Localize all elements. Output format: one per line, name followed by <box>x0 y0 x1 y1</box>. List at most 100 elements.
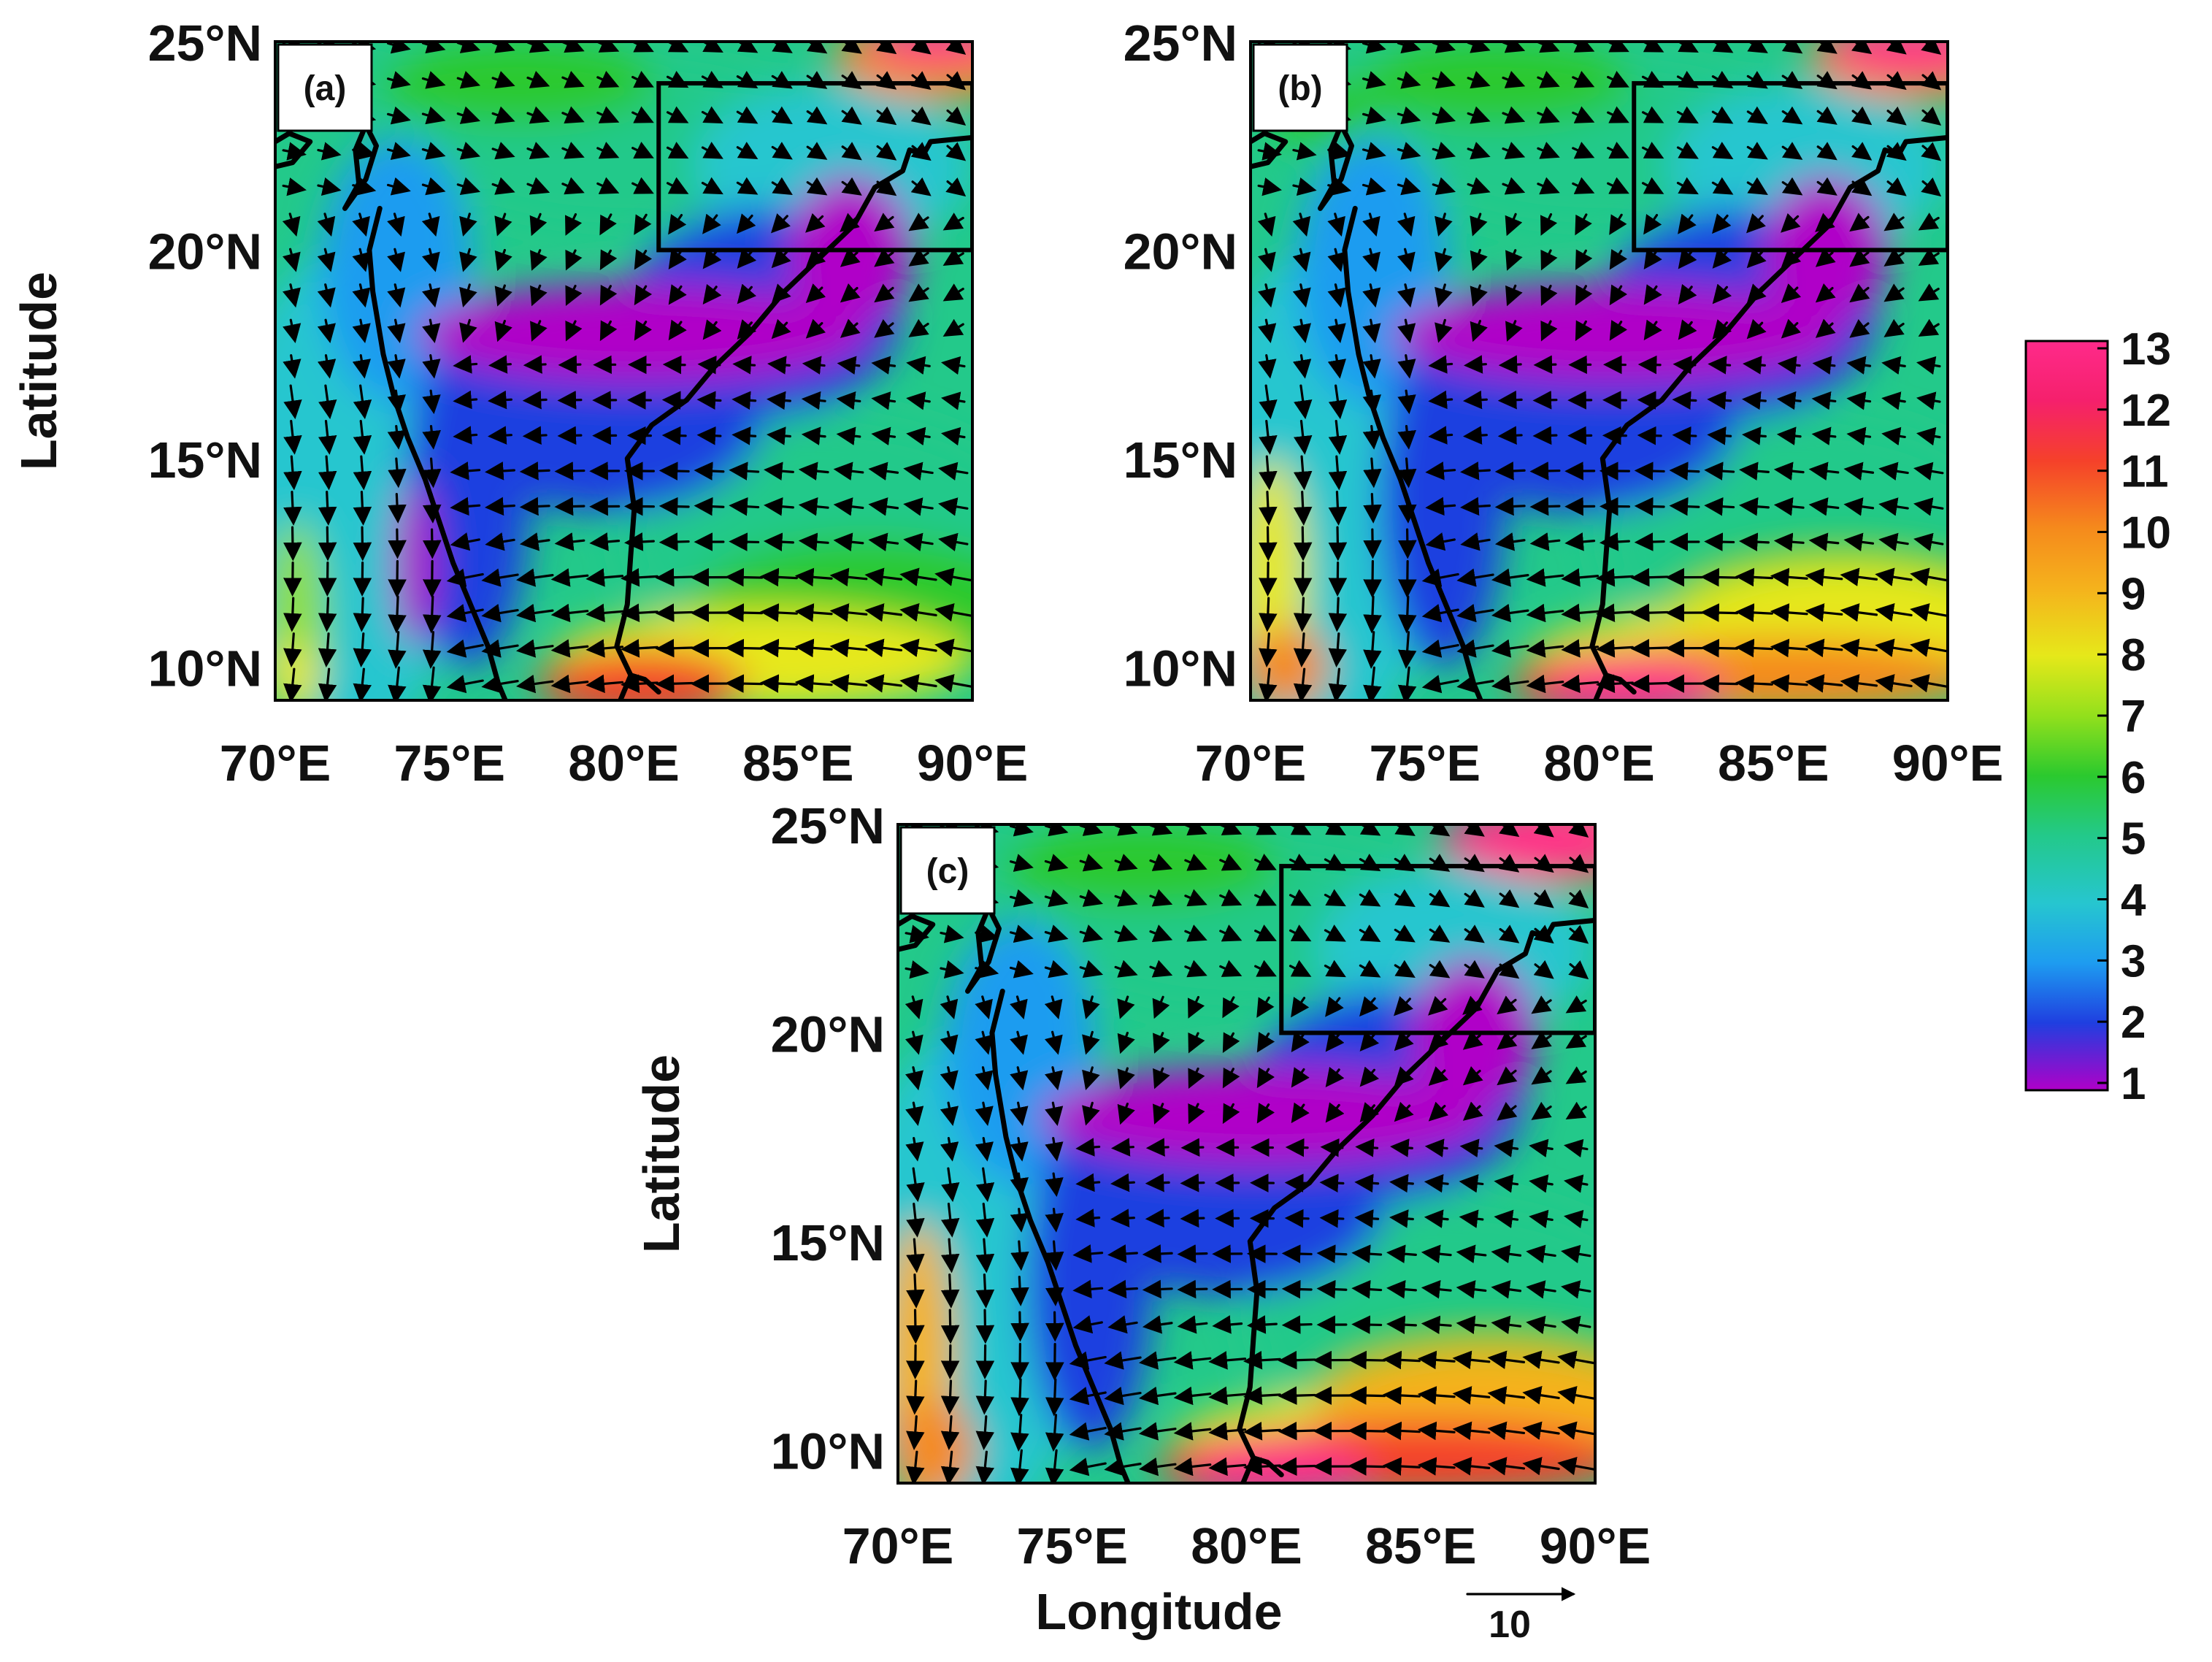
coastline <box>1593 673 1637 700</box>
wind-vector <box>1325 1102 1345 1123</box>
wind-vector <box>1219 854 1243 871</box>
wind-vector <box>283 420 302 455</box>
colorbar-tick-label: 3 <box>2121 936 2146 987</box>
wind-vector <box>1045 1378 1064 1417</box>
wind-vector <box>1812 356 1836 375</box>
wind-vector <box>1010 1066 1029 1091</box>
wind-vector <box>876 142 897 161</box>
wind-vector <box>1735 567 1773 587</box>
wind-vector <box>519 462 550 480</box>
wind-vector <box>1259 455 1278 491</box>
wind-vector <box>1289 960 1312 977</box>
panel-frame <box>896 823 1597 1485</box>
wind-vector <box>1327 283 1346 308</box>
wind-vector <box>1643 284 1662 305</box>
wind-vector <box>829 603 868 622</box>
wind-vector <box>1816 106 1837 125</box>
wind-vector <box>1010 1311 1029 1342</box>
wind-vector <box>1292 248 1311 272</box>
wind-vector <box>940 1203 960 1238</box>
wind-vector <box>1452 1421 1491 1441</box>
wind-vector <box>729 532 760 551</box>
wind-vector <box>1575 213 1592 236</box>
wind-vector <box>1563 1174 1589 1193</box>
wind-vector <box>905 1137 924 1162</box>
coastline <box>1237 930 1535 1461</box>
wind-vector <box>1397 424 1416 450</box>
wind-vector <box>1529 1138 1554 1158</box>
wind-vector <box>1781 177 1803 196</box>
wind-vector <box>1328 632 1348 667</box>
wind-vector <box>1497 1030 1518 1050</box>
wind-vector <box>1497 1101 1518 1121</box>
coastline <box>1529 917 1595 940</box>
wind-vector <box>599 249 618 271</box>
wind-vector <box>871 391 896 410</box>
wind-vector <box>1009 960 1034 979</box>
wind-vector <box>806 177 828 196</box>
wind-vector <box>1575 249 1593 271</box>
wind-vector <box>945 142 967 161</box>
wind-vector <box>1153 1103 1170 1125</box>
panel-c-field <box>898 824 1595 1483</box>
wind-vector <box>905 960 929 979</box>
wind-vector <box>1397 631 1417 669</box>
wind-vector <box>352 248 371 272</box>
coastline <box>1240 1455 1284 1483</box>
wind-vector <box>1045 1101 1064 1126</box>
wind-vector <box>975 1101 994 1126</box>
wind-vector <box>1149 854 1173 871</box>
wind-vector <box>1397 106 1421 125</box>
wind-vector <box>829 638 868 658</box>
wind-vector <box>1424 1209 1449 1228</box>
colorbar-tick-label: 5 <box>2121 814 2146 865</box>
wind-vector <box>1222 1067 1240 1089</box>
wind-vector <box>668 319 687 341</box>
wind-vector <box>1883 283 1905 302</box>
wind-vector <box>1180 1138 1205 1157</box>
wind-vector <box>317 354 337 379</box>
wind-vector <box>1257 177 1282 196</box>
wind-vector <box>1072 1279 1104 1299</box>
wind-vector <box>388 457 407 489</box>
wind-vector <box>450 497 481 516</box>
wind-vector <box>1362 212 1380 237</box>
wind-vector <box>1289 924 1312 942</box>
wind-vector <box>1561 603 1600 623</box>
wind-vector <box>1878 462 1909 480</box>
coastline <box>989 988 1131 1483</box>
wind-vector <box>1805 567 1843 587</box>
wind-vector <box>1293 597 1313 632</box>
wind-vector <box>421 248 440 272</box>
wind-vector <box>1851 142 1873 161</box>
wind-vector <box>1145 1138 1170 1157</box>
wind-vector <box>318 597 337 632</box>
wind-vector <box>906 1415 925 1450</box>
contour-blob <box>1390 283 1843 384</box>
wind-vector <box>1362 318 1381 343</box>
wind-vector <box>1397 354 1416 379</box>
colorbar-bar <box>2026 341 2108 1090</box>
wind-vector <box>565 249 583 271</box>
wind-vector <box>1284 1209 1310 1228</box>
lat-tick-label: 10°N <box>148 640 262 697</box>
wind-vector <box>701 106 723 124</box>
wind-vector <box>1746 106 1768 124</box>
wind-vector <box>1044 924 1069 943</box>
wind-vector <box>1289 889 1312 906</box>
wind-vector <box>1491 674 1529 694</box>
wind-vector <box>1397 318 1416 343</box>
colorbar-tick-label: 13 <box>2121 324 2171 375</box>
wind-vector <box>876 106 897 126</box>
wind-vector <box>353 597 372 632</box>
wind-vector <box>975 1167 995 1203</box>
wind-vector <box>764 462 794 480</box>
wind-vector <box>1921 106 1942 126</box>
wind-vector <box>905 1066 923 1091</box>
wind-vector <box>1456 1244 1487 1263</box>
lon-tick-label: 80°E <box>1543 735 1655 792</box>
wind-vector <box>771 318 791 340</box>
wind-vector <box>1259 420 1278 455</box>
wind-vector <box>1459 1209 1484 1228</box>
wind-vector <box>1072 1244 1104 1263</box>
